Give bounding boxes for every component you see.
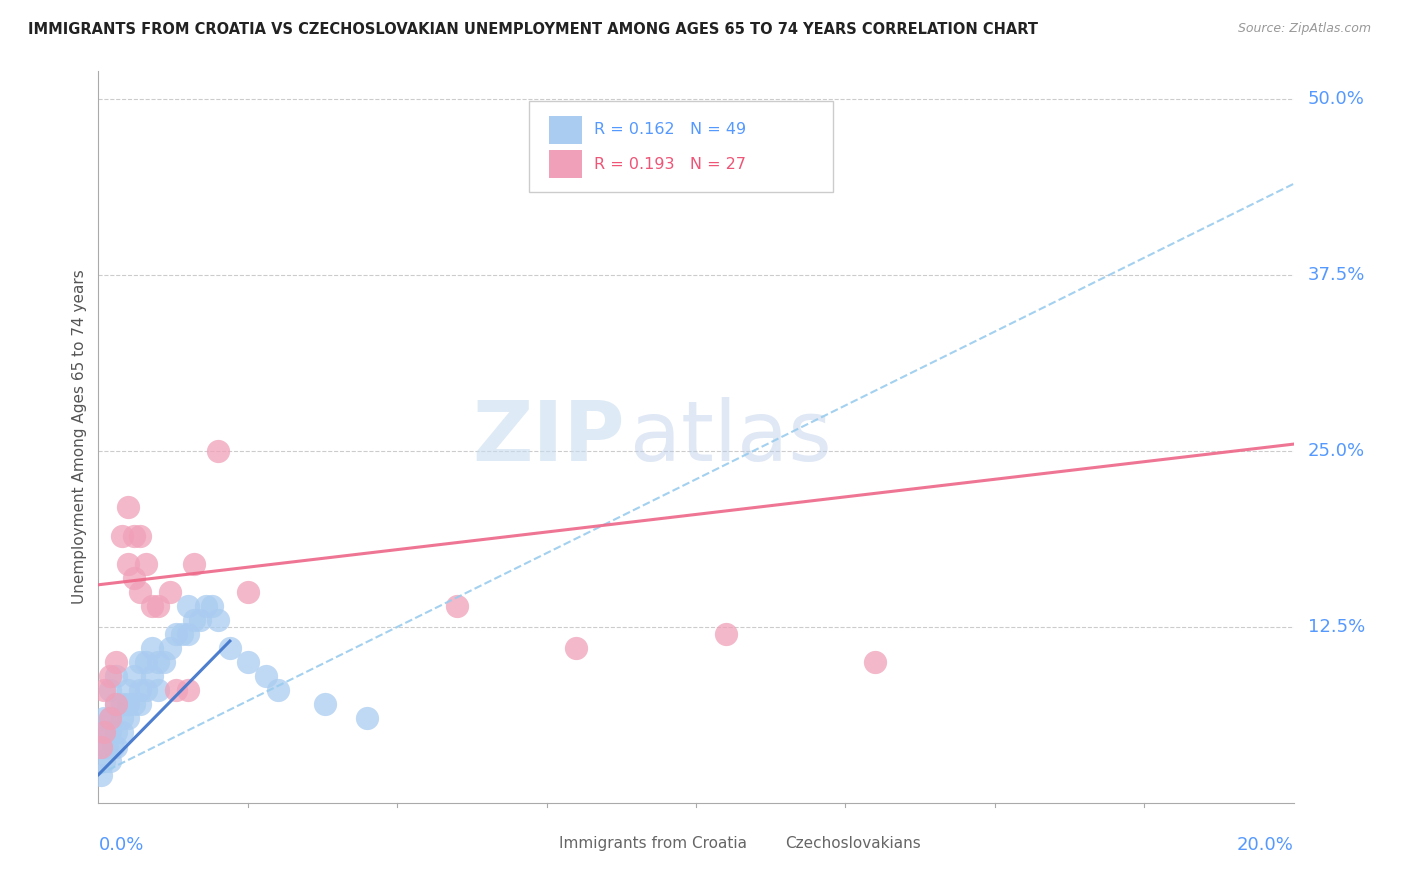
Point — [219, 641, 242, 656]
Point — [91, 739, 114, 754]
Text: 20.0%: 20.0% — [1237, 836, 1294, 854]
FancyBboxPatch shape — [548, 116, 582, 144]
Point — [117, 557, 139, 571]
Point — [105, 698, 128, 712]
Text: 12.5%: 12.5% — [1308, 618, 1365, 636]
Text: Source: ZipAtlas.com: Source: ZipAtlas.com — [1237, 22, 1371, 36]
Text: 0.0%: 0.0% — [98, 836, 143, 854]
Point — [183, 613, 205, 627]
Point — [93, 725, 115, 739]
Point — [135, 557, 157, 571]
Point — [93, 754, 115, 768]
Point — [117, 683, 139, 698]
Point — [188, 613, 211, 627]
Text: R = 0.193   N = 27: R = 0.193 N = 27 — [595, 157, 747, 172]
Point — [124, 528, 146, 542]
Text: ZIP: ZIP — [472, 397, 624, 477]
Point — [141, 669, 163, 683]
Point — [148, 655, 170, 669]
Point — [129, 683, 152, 698]
Point — [201, 599, 224, 613]
Text: 50.0%: 50.0% — [1308, 90, 1365, 109]
Point — [141, 641, 163, 656]
Point — [105, 655, 128, 669]
Point — [105, 725, 128, 739]
Point — [207, 444, 229, 458]
Point — [865, 655, 887, 669]
Point — [254, 669, 277, 683]
Point — [124, 698, 146, 712]
Point — [141, 599, 163, 613]
Text: 37.5%: 37.5% — [1308, 267, 1365, 285]
Point — [135, 683, 157, 698]
Point — [98, 711, 122, 725]
Point — [356, 711, 378, 725]
Point — [129, 584, 152, 599]
Point — [129, 698, 152, 712]
Point — [207, 613, 229, 627]
FancyBboxPatch shape — [749, 834, 773, 852]
Point — [129, 528, 152, 542]
Point — [98, 754, 122, 768]
Point — [96, 739, 118, 754]
Point — [135, 655, 157, 669]
Point — [124, 571, 146, 585]
Point — [111, 725, 134, 739]
Point — [117, 500, 139, 515]
Point — [446, 599, 468, 613]
Text: Czechoslovakians: Czechoslovakians — [786, 836, 921, 851]
Point — [93, 683, 115, 698]
Point — [98, 711, 122, 725]
Point — [111, 698, 134, 712]
Point — [177, 683, 200, 698]
FancyBboxPatch shape — [548, 151, 582, 178]
Point — [714, 627, 737, 641]
Point — [565, 641, 588, 656]
Point — [90, 767, 112, 781]
Point — [90, 739, 112, 754]
Point — [267, 683, 290, 698]
Point — [236, 584, 259, 599]
Text: R = 0.162   N = 49: R = 0.162 N = 49 — [595, 122, 747, 137]
Point — [105, 698, 128, 712]
Point — [111, 528, 134, 542]
Point — [105, 669, 128, 683]
Point — [159, 641, 181, 656]
Point — [105, 739, 128, 754]
Point — [165, 627, 187, 641]
Point — [236, 655, 259, 669]
FancyBboxPatch shape — [529, 101, 834, 192]
Point — [98, 683, 122, 698]
Point — [98, 725, 122, 739]
Point — [129, 655, 152, 669]
Point — [159, 584, 181, 599]
Point — [177, 599, 200, 613]
Point — [148, 683, 170, 698]
Point — [195, 599, 218, 613]
FancyBboxPatch shape — [523, 834, 547, 852]
Point — [93, 711, 115, 725]
Point — [148, 599, 170, 613]
Text: IMMIGRANTS FROM CROATIA VS CZECHOSLOVAKIAN UNEMPLOYMENT AMONG AGES 65 TO 74 YEAR: IMMIGRANTS FROM CROATIA VS CZECHOSLOVAKI… — [28, 22, 1038, 37]
Point — [315, 698, 337, 712]
Point — [117, 711, 139, 725]
Point — [183, 557, 205, 571]
Point — [124, 669, 146, 683]
Text: Immigrants from Croatia: Immigrants from Croatia — [558, 836, 747, 851]
Y-axis label: Unemployment Among Ages 65 to 74 years: Unemployment Among Ages 65 to 74 years — [72, 269, 87, 605]
Text: 25.0%: 25.0% — [1308, 442, 1365, 460]
Point — [172, 627, 194, 641]
Point — [98, 669, 122, 683]
Point — [165, 683, 187, 698]
Text: atlas: atlas — [630, 397, 832, 477]
Point — [117, 698, 139, 712]
Point — [153, 655, 176, 669]
Point — [111, 711, 134, 725]
Point — [177, 627, 200, 641]
Point — [93, 725, 115, 739]
Point — [103, 739, 125, 754]
